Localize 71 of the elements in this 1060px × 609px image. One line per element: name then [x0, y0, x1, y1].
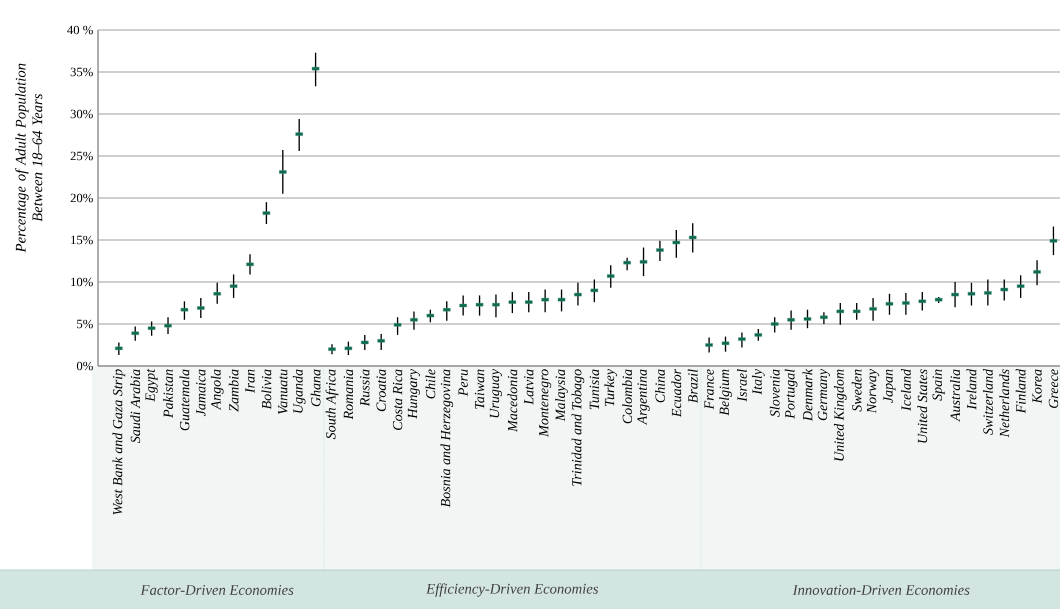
y-tick-label: 30%	[70, 109, 93, 119]
x-tick-label: United Kingdom	[833, 369, 847, 461]
x-tick-label: Italy	[751, 368, 765, 395]
x-tick-label: Israel	[736, 369, 747, 402]
x-tick-label: Chile	[425, 369, 436, 399]
x-tick-label: Jamaica	[196, 369, 206, 417]
x-tick-label: Angola	[210, 369, 224, 411]
text: Factor-Driven Economies	[140, 585, 294, 595]
x-tick-label: Ghana	[310, 369, 321, 407]
y-tick-label: 35%	[70, 67, 93, 77]
x-tick-label: Turkey	[604, 368, 618, 407]
x-tick-label: Brazil	[687, 369, 698, 404]
x-tick-label: Malaysia	[555, 369, 568, 422]
y-tick-label: 0%	[76, 361, 93, 371]
x-tick-label: Germany	[817, 368, 831, 421]
x-tick-label: China	[655, 369, 665, 403]
x-tick-label: Romania	[343, 369, 354, 420]
x-tick-label: Australia	[950, 369, 961, 422]
x-tick-label: France	[704, 369, 714, 410]
y-tick-label: 5%	[77, 319, 93, 329]
x-tick-label: Costa Rica	[392, 369, 403, 430]
x-tick-label: Switzerland	[982, 368, 993, 435]
y-axis-title: Percentage of Adult Population Between 18–64 Years	[15, 63, 43, 253]
x-tick-label: Russia	[360, 369, 370, 407]
y-tick-label: 15%	[71, 235, 93, 245]
x-tick-label: Pakistan	[163, 369, 173, 418]
x-tick-label: United States	[917, 369, 928, 443]
x-tick-label: Belgium	[719, 369, 732, 416]
x-tick-label: Colombia	[622, 369, 633, 424]
x-tick-label: Croatia	[376, 369, 386, 412]
x-tick-label: Korea	[1032, 369, 1042, 404]
x-tick-label: Greece	[1048, 369, 1059, 409]
x-tick-label: Egypt	[145, 368, 158, 402]
x-tick-label: Japan	[883, 369, 896, 403]
x-tick-label: Montenegro	[539, 369, 552, 437]
x-tick-label: Ecuador	[671, 368, 682, 418]
x-tick-label: Iceland	[900, 368, 911, 411]
x-tick-label: West Bank and Gaza Strip	[112, 369, 126, 515]
x-tick-label: Ireland	[966, 368, 977, 410]
x-tick-label: Trinidad and Tobago	[571, 369, 585, 486]
x-tick-label: Saudi Arabia	[130, 369, 141, 444]
x-tick-label: Finland	[1015, 368, 1026, 414]
text: Innovation-Driven Economies	[792, 585, 970, 595]
x-tick-label: Macedonia	[507, 369, 518, 433]
x-tick-label: Norway	[867, 368, 880, 414]
x-tick-label: Spain	[932, 369, 945, 401]
x-tick-label: Guatemala	[179, 369, 190, 431]
y-tick-label: 40 %	[67, 25, 93, 35]
x-tick-label: Latvia	[524, 369, 534, 405]
x-tick-label: Iran	[245, 369, 255, 394]
x-tick-label: Zambia	[228, 369, 239, 412]
x-tick-label: Netherlands	[999, 369, 1010, 438]
x-tick-label: Peru	[458, 369, 468, 397]
x-tick-label: Uruguay	[489, 368, 503, 418]
x-tick-label: Slovenia	[769, 369, 780, 417]
y-tick-label: 25%	[70, 151, 93, 161]
y-tick-label: 10%	[71, 277, 93, 287]
x-tick-label: Argentina	[637, 369, 650, 426]
x-tick-label: Vanuatu	[278, 369, 288, 415]
x-tick-label: Taiwan	[474, 369, 485, 409]
x-tick-label: Bolivia	[261, 369, 272, 410]
x-tick-label: Portugal	[784, 369, 798, 419]
y-tick-label: 20%	[70, 193, 93, 203]
x-tick-label: Bosnia and Herzegovina	[440, 369, 454, 508]
x-tick-label: Hungary	[407, 368, 421, 419]
x-tick-label: Denmark	[802, 368, 813, 422]
x-tick-label: South Africa	[325, 369, 339, 440]
x-tick-label: Sweden	[851, 369, 862, 412]
x-tick-label: Uganda	[292, 369, 306, 413]
text: Efficiency-Driven Economies	[426, 583, 599, 597]
x-tick-label: Tunisia	[589, 369, 600, 410]
